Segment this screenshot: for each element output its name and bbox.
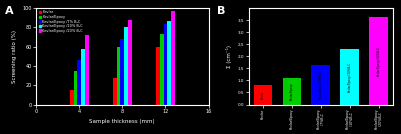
Bar bbox=[77, 60, 81, 105]
Bar bbox=[167, 21, 171, 105]
Bar bbox=[117, 47, 120, 105]
Bar bbox=[312, 65, 330, 105]
Bar bbox=[156, 47, 160, 105]
Bar bbox=[254, 85, 272, 105]
Y-axis label: Σ (cm⁻¹): Σ (cm⁻¹) bbox=[227, 45, 233, 68]
Y-axis label: Screening ratio (%): Screening ratio (%) bbox=[12, 30, 17, 83]
Bar bbox=[70, 90, 73, 105]
Legend: Kevlar, Kevlar/Epoxy, Kevlar/Epoxy /7% B₄C, Kevlar/Epoxy /10% B₄C, Kevlar/Epoxy : Kevlar, Kevlar/Epoxy, Kevlar/Epoxy /7% B… bbox=[38, 10, 84, 33]
Text: Kevlar/Epoxy//20%B₄C: Kevlar/Epoxy//20%B₄C bbox=[377, 46, 381, 76]
Text: Kevlar/Epoxy//10%B₄C: Kevlar/Epoxy//10%B₄C bbox=[348, 62, 352, 92]
Bar bbox=[164, 24, 167, 105]
Bar bbox=[369, 17, 388, 105]
Text: B: B bbox=[217, 6, 225, 16]
Bar bbox=[73, 71, 77, 105]
Bar bbox=[171, 11, 175, 105]
Bar bbox=[160, 34, 164, 105]
Bar bbox=[120, 39, 124, 105]
Bar bbox=[128, 20, 132, 105]
X-axis label: Sample thickness (mm): Sample thickness (mm) bbox=[89, 119, 155, 124]
Bar bbox=[124, 27, 128, 105]
Text: Kevlar: Kevlar bbox=[261, 90, 265, 99]
Bar bbox=[85, 35, 89, 105]
Text: A: A bbox=[5, 6, 14, 16]
Bar bbox=[81, 49, 85, 105]
Text: Kevlar/Epoxy: Kevlar/Epoxy bbox=[290, 82, 294, 100]
Bar bbox=[113, 77, 117, 105]
Bar bbox=[340, 49, 359, 105]
Text: Kevlar/Epoxy//7%B₄C: Kevlar/Epoxy//7%B₄C bbox=[319, 71, 323, 99]
Bar bbox=[283, 78, 301, 105]
